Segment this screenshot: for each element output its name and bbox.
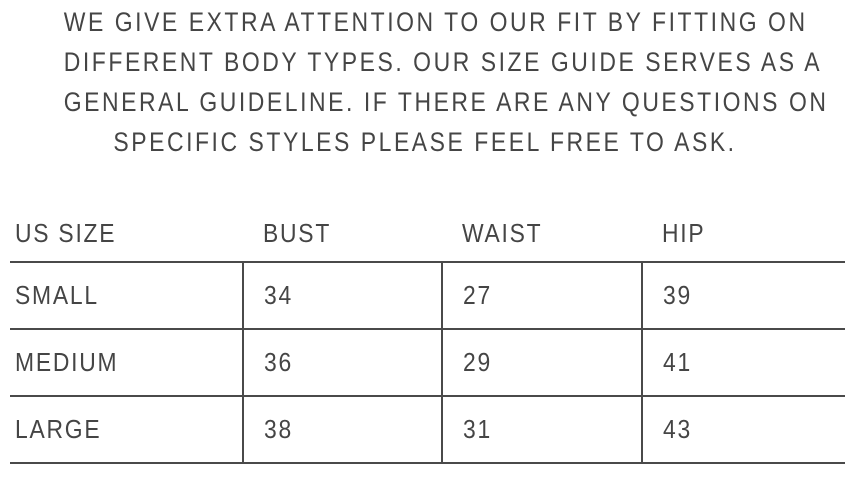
value-small-bust: 34 <box>264 280 293 310</box>
intro-text: WE GIVE EXTRA ATTENTION TO OUR FIT BY FI… <box>0 0 850 162</box>
intro-line-3: GENERAL GUIDELINE. IF THERE ARE ANY QUES… <box>63 87 829 117</box>
cell-large-size: LARGE <box>10 396 243 463</box>
column-header-us-size: US SIZE <box>10 205 243 262</box>
cell-medium-bust: 36 <box>242 329 442 396</box>
column-header-us-size-label: US SIZE <box>15 217 117 248</box>
cell-large-hip: 43 <box>641 396 845 463</box>
value-medium-bust: 36 <box>264 347 293 377</box>
column-header-bust-label: BUST <box>263 217 332 248</box>
cell-large-waist: 31 <box>441 396 642 463</box>
column-header-hip: HIP <box>642 205 845 262</box>
intro-line-4: SPECIFIC STYLES PLEASE FEEL FREE TO ASK. <box>113 127 737 157</box>
cell-small-hip: 39 <box>641 262 845 329</box>
size-guide-table: US SIZE BUST WAIST HIP SMALL 34 27 39 ME… <box>10 205 845 464</box>
value-small-hip: 39 <box>663 280 692 310</box>
value-medium-hip: 41 <box>663 347 692 377</box>
column-header-bust: BUST <box>243 205 442 262</box>
cell-small-size: SMALL <box>10 262 243 329</box>
intro-line-2: DIFFERENT BODY TYPES. OUR SIZE GUIDE SER… <box>63 47 823 77</box>
column-header-waist: WAIST <box>442 205 642 262</box>
cell-large-bust: 38 <box>242 396 442 463</box>
cell-medium-size: MEDIUM <box>10 329 243 396</box>
cell-small-waist: 27 <box>441 262 642 329</box>
cell-medium-waist: 29 <box>441 329 642 396</box>
column-header-hip-label: HIP <box>662 217 706 248</box>
table-row-medium: MEDIUM 36 29 41 <box>10 329 845 396</box>
size-label-medium: MEDIUM <box>15 347 119 377</box>
cell-medium-hip: 41 <box>641 329 845 396</box>
value-large-bust: 38 <box>264 414 293 444</box>
table-row-small: SMALL 34 27 39 <box>10 262 845 329</box>
column-header-waist-label: WAIST <box>462 217 543 248</box>
value-large-waist: 31 <box>463 414 492 444</box>
value-small-waist: 27 <box>463 280 492 310</box>
value-medium-waist: 29 <box>463 347 492 377</box>
table-row-large: LARGE 38 31 43 <box>10 396 845 463</box>
value-large-hip: 43 <box>663 414 692 444</box>
table-header-row: US SIZE BUST WAIST HIP <box>10 205 845 262</box>
size-label-small: SMALL <box>15 280 99 310</box>
intro-line-1: WE GIVE EXTRA ATTENTION TO OUR FIT BY FI… <box>63 7 808 37</box>
cell-small-bust: 34 <box>242 262 442 329</box>
size-label-large: LARGE <box>15 414 102 444</box>
